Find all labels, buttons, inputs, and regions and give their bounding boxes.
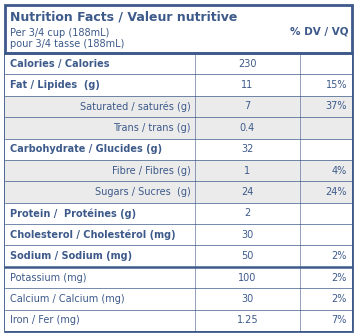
Text: Per 3/4 cup (188mL): Per 3/4 cup (188mL) [10, 28, 109, 38]
Text: Nutrition Facts / Valeur nutritive: Nutrition Facts / Valeur nutritive [10, 10, 237, 23]
Text: 2%: 2% [332, 294, 347, 304]
Text: 7%: 7% [332, 315, 347, 325]
Bar [5, 203, 352, 224]
Text: 30: 30 [241, 294, 253, 304]
Bar [5, 138, 352, 160]
Bar [5, 53, 352, 74]
Text: 7: 7 [245, 101, 251, 112]
Text: 0.4: 0.4 [240, 123, 255, 133]
Text: Carbohydrate / Glucides (g): Carbohydrate / Glucides (g) [10, 144, 162, 154]
Bar [5, 96, 352, 117]
Text: 37%: 37% [326, 101, 347, 112]
Text: 50: 50 [241, 251, 254, 261]
Bar [5, 267, 352, 288]
Text: 2%: 2% [332, 272, 347, 283]
Text: 15%: 15% [326, 80, 347, 90]
Text: Saturated / saturés (g): Saturated / saturés (g) [80, 101, 191, 112]
Text: Protein /  Protéines (g): Protein / Protéines (g) [10, 208, 136, 219]
Text: 1: 1 [245, 166, 251, 176]
Text: 4%: 4% [332, 166, 347, 176]
Text: 24: 24 [241, 187, 254, 197]
Text: pour 3/4 tasse (188mL): pour 3/4 tasse (188mL) [10, 39, 124, 49]
Text: 30: 30 [241, 230, 253, 240]
Text: 2%: 2% [332, 251, 347, 261]
Text: 230: 230 [238, 59, 257, 69]
Text: Cholesterol / Cholestérol (mg): Cholesterol / Cholestérol (mg) [10, 229, 176, 240]
Text: Iron / Fer (mg): Iron / Fer (mg) [10, 315, 80, 325]
Text: 1.25: 1.25 [237, 315, 258, 325]
Text: Sodium / Sodium (mg): Sodium / Sodium (mg) [10, 251, 132, 261]
Text: 11: 11 [241, 80, 253, 90]
Bar [5, 246, 352, 267]
Text: % DV / VQ: % DV / VQ [290, 27, 348, 37]
Text: 24%: 24% [326, 187, 347, 197]
Bar [5, 181, 352, 203]
Text: 100: 100 [238, 272, 257, 283]
Text: 32: 32 [241, 144, 254, 154]
Text: Fibre / Fibres (g): Fibre / Fibres (g) [112, 166, 191, 176]
Text: Trans / trans (g): Trans / trans (g) [114, 123, 191, 133]
Bar [5, 288, 352, 309]
Text: Fat / Lipides  (g): Fat / Lipides (g) [10, 80, 100, 90]
Bar [5, 309, 352, 331]
Text: Potassium (mg): Potassium (mg) [10, 272, 86, 283]
Text: 2: 2 [245, 208, 251, 218]
Text: Sugars / Sucres  (g): Sugars / Sucres (g) [95, 187, 191, 197]
Bar [5, 224, 352, 246]
Text: Calcium / Calcium (mg): Calcium / Calcium (mg) [10, 294, 125, 304]
Bar [5, 160, 352, 181]
Bar [5, 117, 352, 138]
Bar [5, 74, 352, 96]
Text: Calories / Calories: Calories / Calories [10, 59, 110, 69]
